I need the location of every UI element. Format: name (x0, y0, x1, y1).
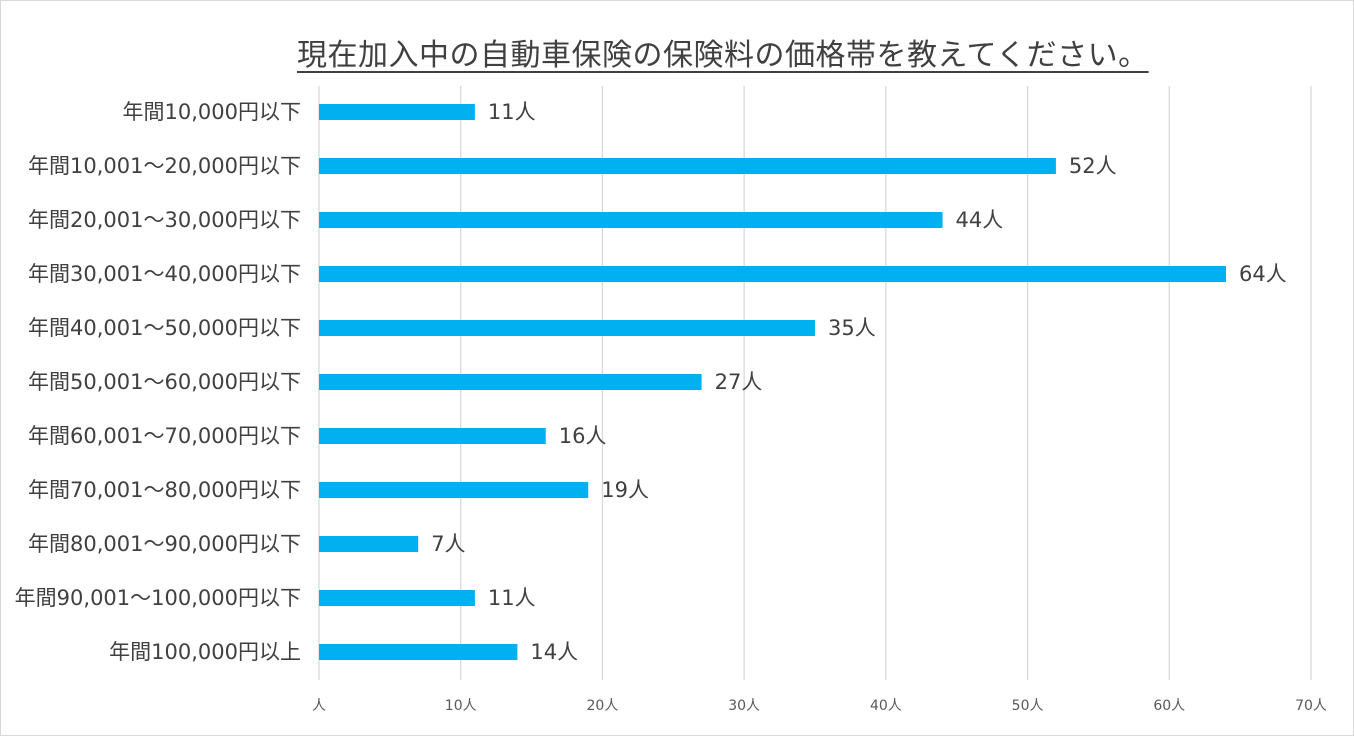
value-label: 11人 (488, 586, 536, 610)
value-label: 11人 (488, 100, 536, 124)
value-label: 44人 (956, 208, 1004, 232)
category-label: 年間50,001～60,000円以下 (28, 370, 301, 394)
category-label: 年間30,001～40,000円以下 (28, 262, 301, 286)
category-label: 年間20,001～30,000円以下 (28, 208, 301, 232)
bar (319, 590, 475, 606)
category-label: 年間70,001～80,000円以下 (28, 478, 301, 502)
value-label: 35人 (828, 316, 876, 340)
bar (319, 266, 1226, 282)
value-label: 52人 (1069, 154, 1117, 178)
gridlines (318, 86, 1312, 680)
value-label: 19人 (601, 478, 649, 502)
value-label: 27人 (715, 370, 763, 394)
category-label: 年間40,001～50,000円以下 (28, 316, 301, 340)
category-label: 年間10,001～20,000円以下 (28, 154, 301, 178)
bar (319, 536, 419, 552)
category-label: 年間60,001～70,000円以下 (28, 424, 301, 448)
value-label: 64人 (1239, 262, 1287, 286)
value-label: 16人 (559, 424, 607, 448)
x-tick-label: 40人 (870, 698, 902, 714)
bar (319, 482, 589, 498)
x-tick-label: 20人 (587, 698, 619, 714)
bar (319, 374, 702, 390)
x-tick-label: 30人 (728, 698, 760, 714)
x-tick-label: 10人 (445, 698, 477, 714)
x-tick-labels: 人 10人 20人 30人 40人 50人 60人 70人 (312, 698, 1327, 714)
category-label: 年間90,001～100,000円以下 (15, 586, 301, 610)
x-tick-label: 70人 (1295, 698, 1327, 714)
bars (319, 104, 1226, 660)
x-tick-label: 50人 (1012, 698, 1044, 714)
category-label: 年間10,000円以下 (123, 100, 301, 124)
bar (319, 158, 1056, 174)
bar (319, 428, 546, 444)
value-label: 14人 (530, 640, 578, 664)
chart-title: 現在加入中の自動車保険の保険料の価格帯を教えてください。 (297, 38, 1149, 73)
bar (319, 104, 475, 120)
bar (319, 320, 815, 336)
x-tick-label: 60人 (1153, 698, 1185, 714)
category-label: 年間100,000円以上 (109, 640, 301, 664)
bar (319, 212, 943, 228)
x-tick-label: 人 (312, 698, 326, 714)
category-label: 年間80,001～90,000円以下 (28, 532, 301, 556)
value-labels: 11人 52人 44人 64人 35人 27人 16人 19人 7人 11人 14人 (431, 100, 1287, 664)
category-labels: 年間10,000円以下年間10,001～20,000円以下年間20,001～30… (15, 100, 301, 664)
bar (319, 644, 518, 660)
value-label: 7人 (431, 532, 465, 556)
